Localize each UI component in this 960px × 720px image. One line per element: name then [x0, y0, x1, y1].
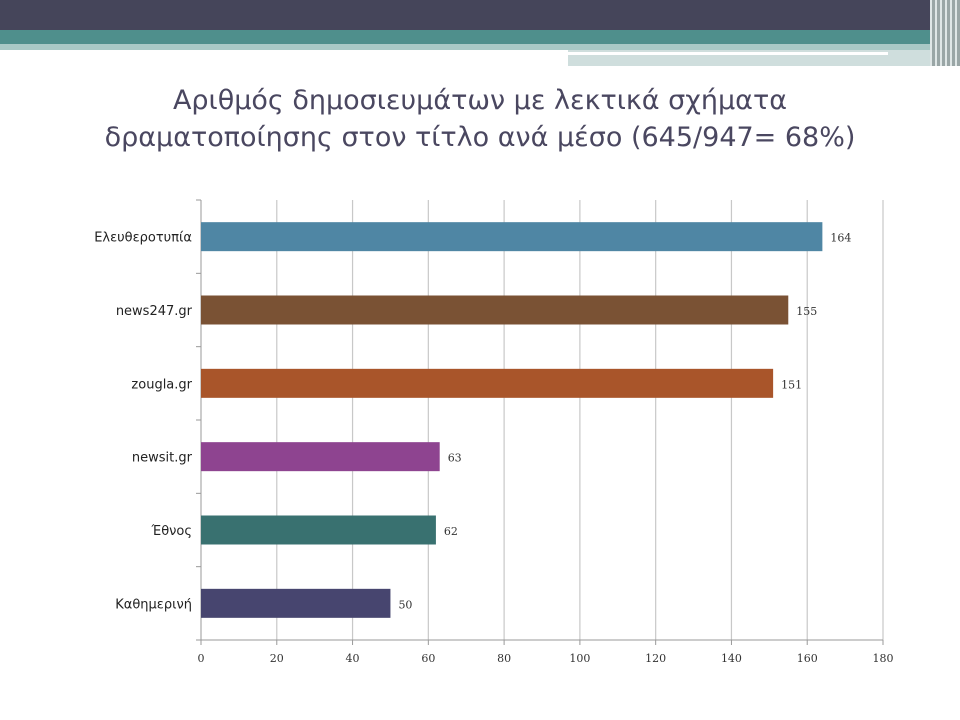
header-accent-stripe: [568, 52, 888, 55]
x-tick-label: 0: [198, 652, 205, 665]
category-label: zougla.gr: [131, 377, 192, 392]
category-label: Έθνος: [151, 524, 193, 539]
chart-labels: 0 20 40 60 80 100 120 140 160 180 Ελευθεροτυπία 164…: [94, 231, 893, 665]
header-band-teal: [0, 30, 960, 44]
slide-title: Αριθμός δημοσιευμάτων με λεκτικά σχήματα…: [60, 82, 900, 156]
x-tick-label: 120: [645, 652, 666, 665]
bar: [201, 295, 789, 325]
header-corner-stripes: [930, 0, 960, 66]
bar: [201, 368, 774, 398]
bar: [201, 222, 823, 252]
category-label: news247.gr: [116, 304, 193, 319]
bar: [201, 588, 391, 618]
data-label: 63: [448, 452, 462, 465]
header-band-dark: [0, 0, 960, 30]
category-label: Καθημερινή: [115, 597, 192, 612]
x-tick-label: 60: [421, 652, 435, 665]
chart-axes: [196, 199, 884, 645]
header-band-light: [0, 44, 960, 50]
slide-title-line-2: δραματοποίησης στον τίτλο ανά μέσο (645/…: [104, 122, 856, 153]
x-tick-label: 100: [569, 652, 590, 665]
x-tick-label: 40: [346, 652, 360, 665]
slide-title-line-1: Αριθμός δημοσιευμάτων με λεκτικά σχήματα: [172, 85, 788, 116]
x-tick-label: 160: [797, 652, 818, 665]
data-label: 164: [830, 232, 851, 245]
category-label: newsit.gr: [132, 451, 193, 466]
data-label: 50: [398, 598, 412, 611]
data-label: 151: [781, 378, 802, 391]
x-tick-label: 180: [873, 652, 894, 665]
bar: [201, 515, 436, 545]
data-label: 62: [444, 525, 458, 538]
x-tick-label: 20: [270, 652, 284, 665]
chart-grid: [276, 200, 884, 640]
bar: [201, 442, 440, 472]
chart-bars: [201, 222, 823, 618]
x-tick-label: 140: [721, 652, 742, 665]
category-label: Ελευθεροτυπία: [94, 231, 192, 246]
x-tick-label: 80: [497, 652, 511, 665]
data-label: 155: [796, 305, 817, 318]
